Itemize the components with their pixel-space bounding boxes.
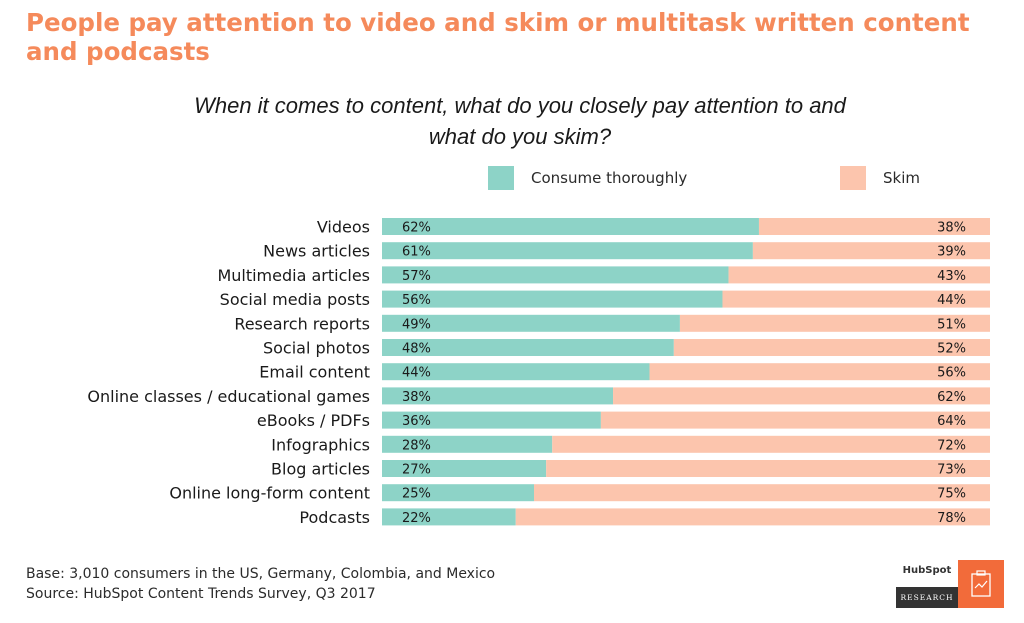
- category-label-news-articles: News articles: [263, 242, 370, 261]
- data-label-skim-social-photos: 52%: [937, 342, 966, 357]
- footer-base-note: Base: 3,010 consumers in the US, Germany…: [26, 566, 496, 582]
- data-label-consume-thoroughly-research-reports: 49%: [402, 317, 431, 332]
- stacked-bar-chart: Videos 62% 38% News articles 61% 39% Multimedi…: [87, 218, 990, 527]
- bar-consume-thoroughly-online-long-form-content: [382, 484, 534, 502]
- bar-skim-infographics: [552, 435, 990, 453]
- bar-skim-online-classes-educational-games: [613, 387, 990, 405]
- data-label-skim-podcasts: 78%: [937, 511, 966, 526]
- legend-item-skim: Skim: [840, 166, 920, 190]
- bar-skim-online-long-form-content: [534, 484, 990, 502]
- logo-brand-text: HubSpot: [902, 565, 952, 576]
- category-label-blog-articles: Blog articles: [271, 460, 370, 479]
- category-label-social-photos: Social photos: [263, 339, 370, 358]
- data-label-consume-thoroughly-news-articles: 61%: [402, 245, 431, 260]
- legend-label-consume-thoroughly: Consume thoroughly: [531, 169, 688, 187]
- footer-source-note: Source: HubSpot Content Trends Survey, Q…: [26, 586, 376, 602]
- bar-skim-email-content: [649, 363, 990, 381]
- category-label-podcasts: Podcasts: [299, 508, 370, 527]
- data-label-consume-thoroughly-online-long-form-content: 25%: [402, 487, 431, 502]
- data-label-skim-ebooks-pdfs: 64%: [937, 414, 966, 429]
- bar-consume-thoroughly-research-reports: [382, 314, 680, 332]
- category-label-research-reports: Research reports: [234, 314, 370, 333]
- data-label-consume-thoroughly-blog-articles: 27%: [402, 463, 431, 478]
- data-label-consume-thoroughly-online-classes-educational-games: 38%: [402, 390, 431, 405]
- bar-consume-thoroughly-email-content: [382, 363, 650, 381]
- bar-consume-thoroughly-news-articles: [382, 242, 753, 260]
- data-label-skim-online-classes-educational-games: 62%: [937, 390, 966, 405]
- category-label-infographics: Infographics: [271, 435, 370, 454]
- clipboard-chart-icon-glyph: [971, 570, 991, 597]
- bar-skim-ebooks-pdfs: [600, 411, 990, 429]
- data-label-consume-thoroughly-multimedia-articles: 57%: [402, 269, 431, 284]
- bar-consume-thoroughly-social-photos: [382, 339, 674, 356]
- data-label-consume-thoroughly-email-content: 44%: [402, 366, 431, 381]
- data-label-consume-thoroughly-ebooks-pdfs: 36%: [402, 414, 431, 429]
- bar-skim-podcasts: [515, 508, 990, 526]
- data-label-consume-thoroughly-social-media-posts: 56%: [402, 293, 431, 308]
- data-label-consume-thoroughly-videos: 62%: [402, 221, 431, 236]
- clipboard-chart-icon: [958, 560, 1004, 608]
- data-label-skim-news-articles: 39%: [937, 245, 966, 260]
- bar-skim-blog-articles: [546, 460, 990, 477]
- bar-consume-thoroughly-podcasts: [382, 508, 516, 526]
- headline: People pay attention to video and skim o…: [26, 8, 970, 66]
- bar-skim-news-articles: [752, 242, 990, 260]
- bar-skim-multimedia-articles: [728, 266, 990, 284]
- category-label-email-content: Email content: [259, 363, 370, 382]
- data-label-consume-thoroughly-social-photos: 48%: [402, 342, 431, 357]
- category-label-online-long-form-content: Online long-form content: [169, 484, 370, 503]
- bar-skim-social-media-posts: [722, 290, 990, 308]
- bar-consume-thoroughly-multimedia-articles: [382, 266, 729, 284]
- data-label-skim-blog-articles: 73%: [937, 463, 966, 478]
- bar-consume-thoroughly-ebooks-pdfs: [382, 411, 601, 429]
- data-label-skim-videos: 38%: [937, 221, 966, 236]
- data-label-consume-thoroughly-podcasts: 22%: [402, 511, 431, 526]
- category-label-social-media-posts: Social media posts: [220, 290, 370, 309]
- data-label-consume-thoroughly-infographics: 28%: [402, 438, 431, 453]
- chart-title: When it comes to content, what do you cl…: [194, 93, 846, 149]
- hubspot-research-logo: HubSpot RESEARCH: [896, 560, 958, 608]
- category-label-multimedia-articles: Multimedia articles: [217, 266, 370, 285]
- logo-research-label: RESEARCH: [900, 593, 954, 602]
- bar-skim-research-reports: [679, 314, 990, 332]
- legend-item-consume-thoroughly: Consume thoroughly: [488, 166, 687, 190]
- bar-consume-thoroughly-blog-articles: [382, 460, 547, 477]
- logo-research-bar: RESEARCH: [896, 587, 958, 608]
- data-label-skim-social-media-posts: 44%: [937, 293, 966, 308]
- data-label-skim-multimedia-articles: 43%: [937, 269, 966, 284]
- legend-swatch-skim: [840, 166, 866, 190]
- category-label-online-classes-educational-games: Online classes / educational games: [87, 387, 370, 406]
- bar-consume-thoroughly-infographics: [382, 435, 553, 453]
- bar-consume-thoroughly-online-classes-educational-games: [382, 387, 614, 405]
- legend-swatch-consume-thoroughly: [488, 166, 514, 190]
- bar-consume-thoroughly-videos: [382, 218, 759, 235]
- legend-label-skim: Skim: [883, 169, 920, 187]
- data-label-skim-online-long-form-content: 75%: [937, 487, 966, 502]
- bar-consume-thoroughly-social-media-posts: [382, 290, 723, 308]
- data-label-skim-email-content: 56%: [937, 366, 966, 381]
- bar-skim-videos: [758, 218, 990, 235]
- bar-skim-social-photos: [673, 339, 990, 356]
- data-label-skim-research-reports: 51%: [937, 317, 966, 332]
- category-label-videos: Videos: [317, 218, 370, 237]
- data-label-skim-infographics: 72%: [937, 438, 966, 453]
- category-label-ebooks-pdfs: eBooks / PDFs: [257, 411, 370, 430]
